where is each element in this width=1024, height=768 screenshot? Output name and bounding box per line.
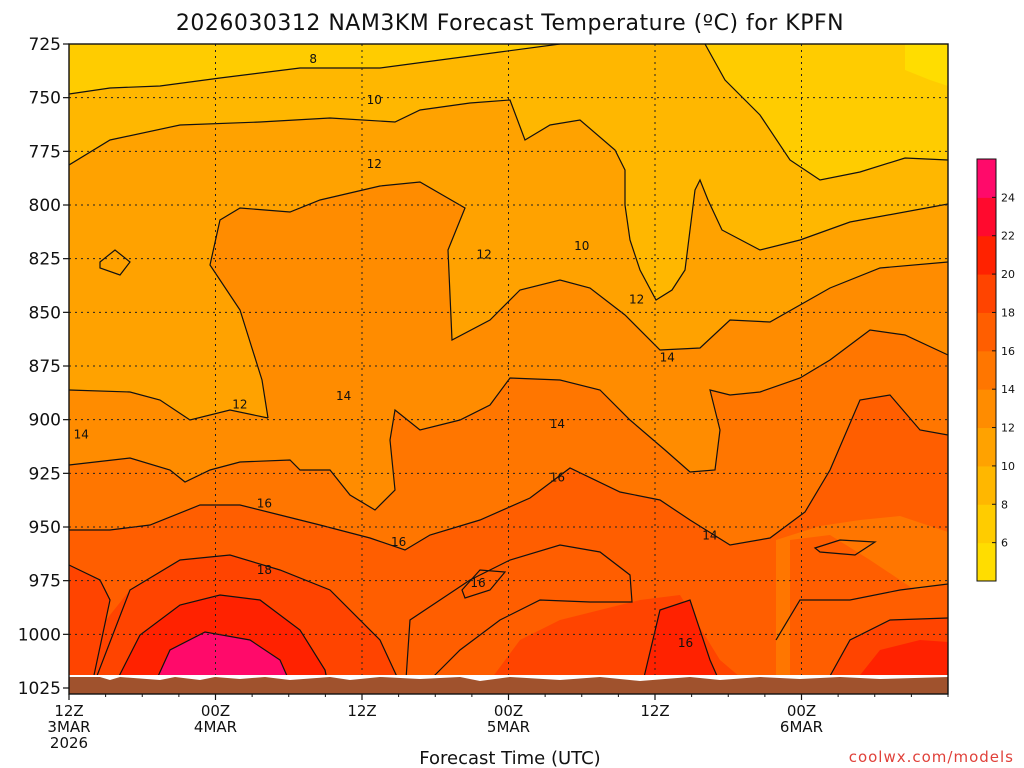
ground-surface-edge: [69, 675, 948, 681]
y-tick-label: 925: [29, 464, 61, 484]
x-tick-label: 00Z: [494, 702, 523, 720]
y-tick-label: 950: [29, 518, 61, 538]
contour-line-20: [109, 594, 331, 694]
colorbar-label: 8: [1001, 498, 1008, 511]
colorbar-segment: [977, 542, 996, 582]
contour-label: 14: [660, 350, 675, 364]
x-tick-label: 12Z: [347, 702, 376, 720]
chart-title: 2026030312 NAM3KM Forecast Temperature (…: [176, 11, 844, 36]
contour-line-8: [69, 44, 561, 95]
colorbar-segment: [977, 350, 996, 390]
x-tick-label: 00Z: [787, 702, 816, 720]
x-tick-label: 12Z: [640, 702, 669, 720]
colorbar-label: 12: [1001, 422, 1015, 435]
x-tick-label: 4MAR: [194, 718, 237, 736]
colorbar-segment: [977, 504, 996, 544]
y-tick-label: 975: [29, 572, 61, 592]
contour-line-16c: [461, 569, 507, 599]
contour-line-16d: [775, 583, 948, 641]
contour-line-16: [69, 394, 948, 551]
contour-line-10: [69, 99, 948, 301]
y-tick-label: 850: [29, 303, 61, 323]
colorbar-segment: [977, 274, 996, 313]
contour-line-22: [149, 631, 296, 694]
y-tick-label: 1025: [18, 679, 61, 699]
y-tick-label: 1000: [18, 625, 61, 645]
contour-line-12: [209, 181, 948, 419]
contour-label: 16: [470, 576, 485, 590]
contour-label: 14: [336, 389, 351, 403]
contour-label: 14: [550, 417, 565, 431]
colorbar: 6 8 10 12 14 16 18 20 22 24: [976, 158, 1015, 582]
y-tick-label: 825: [29, 250, 61, 270]
contour-label: 12: [476, 247, 491, 261]
contour-line-18c: [819, 617, 948, 694]
contour-label: 14: [74, 428, 89, 442]
ground-layer: [69, 677, 948, 694]
contour-line-14b: [69, 329, 948, 511]
contour-line-8b: [704, 44, 948, 181]
contour-label: 16: [550, 471, 565, 485]
temp-band-4-6: [905, 44, 948, 86]
contour-label: 16: [257, 496, 272, 510]
contour-label: 16: [391, 535, 406, 549]
colorbar-label: 6: [1001, 537, 1008, 550]
credit-link[interactable]: coolwx.com/models: [849, 748, 1014, 766]
contour-line-14: [69, 389, 269, 421]
colorbar-segment: [977, 465, 996, 505]
x-tick-label: 5MAR: [487, 718, 530, 736]
contour-label: 14: [702, 529, 717, 543]
colorbar-segment: [977, 197, 996, 237]
y-tick-label: 800: [29, 196, 61, 216]
contour-label: 12: [629, 292, 644, 306]
colorbar-label: 16: [1001, 345, 1015, 358]
temp-band-6-8: [69, 44, 948, 180]
temp-band-20-22b: [640, 600, 725, 694]
colorbar-label: 24: [1001, 191, 1015, 204]
contour-label: 12: [367, 157, 382, 171]
contour-line-14c: [813, 539, 877, 556]
colorbar-label: 22: [1001, 230, 1015, 243]
colorbar-frame: [976, 158, 997, 582]
y-tick-label: 775: [29, 142, 61, 162]
contour-label: 12: [232, 398, 247, 412]
x-tick-label: 12Z: [54, 702, 83, 720]
x-tick-label: 6MAR: [780, 718, 823, 736]
x-tick-label: 2026: [50, 734, 88, 752]
y-tick-label: 750: [29, 89, 61, 109]
contour-label: 10: [574, 239, 589, 253]
x-tick-label: 3MAR: [47, 718, 90, 736]
colorbar-segment: [977, 312, 996, 352]
x-tick-label: 00Z: [201, 702, 230, 720]
contour-label: 18: [257, 563, 272, 577]
colorbar-label: 14: [1001, 383, 1015, 396]
colorbar-label: 18: [1001, 306, 1015, 319]
contour-line-16b: [404, 544, 633, 694]
contour-line-18b: [639, 599, 726, 694]
x-axis-label: Forecast Time (UTC): [419, 748, 600, 768]
y-tick-label: 900: [29, 411, 61, 431]
colorbar-label: 10: [1001, 460, 1015, 473]
y-tick-label: 725: [29, 35, 61, 55]
colorbar-segment: [977, 427, 996, 467]
colorbar-segment: [977, 159, 996, 198]
y-tick-label: 875: [29, 357, 61, 377]
colorbar-label: 20: [1001, 268, 1015, 281]
contour-line-18: [69, 554, 406, 694]
contour-label: 16: [678, 636, 693, 650]
contour-label: 10: [367, 93, 382, 107]
contour-line-12b: [99, 249, 131, 276]
colorbar-segment: [977, 235, 996, 275]
contour-label: 8: [309, 52, 317, 66]
colorbar-segment: [977, 389, 996, 429]
